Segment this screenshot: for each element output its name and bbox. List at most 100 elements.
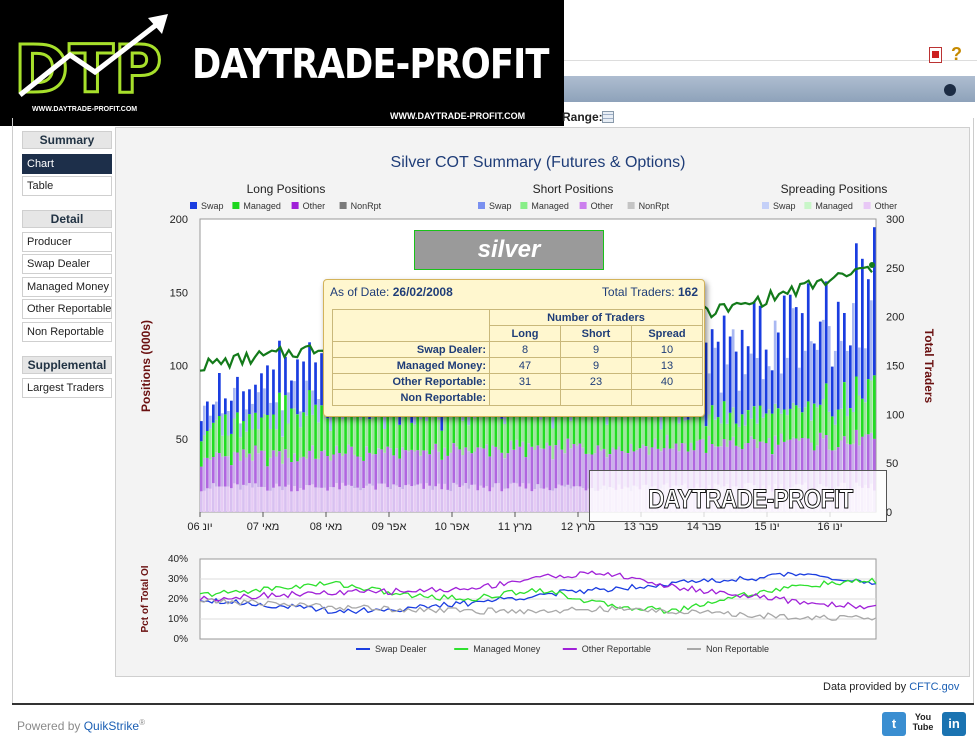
position-bar-segment	[449, 417, 453, 453]
sidebar-item-producer[interactable]: Producer	[22, 232, 112, 252]
position-bar-segment	[554, 488, 558, 512]
position-bar-segment	[849, 444, 852, 490]
position-bar-segment	[221, 486, 224, 512]
position-bar-segment	[803, 350, 807, 408]
position-bar-segment	[665, 434, 669, 484]
position-bar-segment	[290, 380, 293, 409]
position-bar-segment	[509, 440, 513, 484]
position-bar-segment	[341, 482, 344, 512]
position-bar-segment	[755, 423, 759, 448]
position-bar-segment	[287, 457, 290, 485]
position-bar-segment	[245, 485, 248, 512]
position-bar-segment	[299, 488, 302, 512]
sidebar-item-largest-traders[interactable]: Largest Traders	[22, 378, 112, 398]
position-bar-segment	[212, 483, 215, 512]
position-bar-segment	[494, 483, 498, 512]
position-bar-segment	[521, 441, 525, 484]
help-icon[interactable]: ?	[951, 44, 962, 64]
calendar-icon[interactable]	[602, 111, 614, 123]
position-bar-segment	[371, 417, 374, 455]
lower-legend-label: Non Reportable	[706, 644, 769, 654]
position-bar-segment	[635, 415, 639, 451]
position-bar-segment	[353, 416, 356, 455]
position-bar-segment	[867, 434, 870, 489]
position-bar-segment	[413, 485, 416, 512]
position-bar-segment	[557, 403, 561, 440]
position-bar-segment	[728, 440, 732, 489]
position-bar-segment	[740, 329, 744, 415]
quikstrike-link[interactable]: QuikStrike	[83, 719, 140, 733]
sidebar-item-non-reportable[interactable]: Non Reportable	[22, 322, 112, 342]
position-bar-segment	[497, 449, 501, 484]
position-bar-segment	[356, 407, 359, 457]
lower-legend-label: Managed Money	[473, 644, 541, 654]
position-bar-segment	[230, 465, 233, 489]
pdf-icon[interactable]	[929, 47, 942, 63]
position-bar-segment	[867, 279, 870, 380]
position-bar-segment	[728, 336, 732, 413]
position-bar-segment	[701, 438, 705, 488]
position-bar-segment	[263, 451, 266, 488]
position-bar-segment	[599, 450, 603, 490]
position-bar-segment	[485, 398, 489, 445]
watermark-text: DAYTRADE-PROFIT	[648, 484, 854, 515]
x-tick-label: 13 פבר	[624, 521, 659, 533]
position-bar-segment	[527, 408, 531, 444]
position-bar-segment	[482, 415, 486, 449]
position-bar-segment	[242, 391, 245, 422]
position-bar-segment	[620, 402, 624, 451]
position-bar-segment	[548, 445, 552, 491]
position-bar-segment	[203, 490, 206, 512]
collapse-button[interactable]	[944, 84, 956, 96]
position-bar-segment	[236, 452, 239, 485]
position-bar-segment	[458, 487, 462, 512]
position-bar-segment	[245, 409, 248, 432]
sidebar-item-table[interactable]: Table	[22, 176, 112, 196]
position-bar-segment	[650, 447, 654, 487]
linkedin-icon[interactable]: in	[942, 712, 966, 736]
position-bar-segment	[758, 405, 762, 442]
tooltip-cell: 40	[631, 373, 703, 390]
position-bar-segment	[725, 424, 729, 447]
position-bar-segment	[509, 483, 513, 512]
tooltip-cell	[631, 389, 703, 406]
position-bar-segment	[362, 405, 365, 461]
position-bar-segment	[230, 400, 233, 434]
position-bar-segment	[311, 414, 314, 446]
position-bar-segment	[416, 450, 419, 485]
position-bar-segment	[458, 449, 462, 487]
position-bar-segment	[245, 457, 248, 486]
position-bar-segment	[617, 446, 621, 485]
panel-title-bar	[564, 76, 975, 102]
position-bar-segment	[581, 447, 585, 489]
tooltip-row-label: Swap Dealer:	[332, 341, 490, 358]
position-bar-segment	[638, 398, 642, 449]
position-bar-segment	[467, 488, 471, 512]
position-bar-segment	[206, 431, 209, 458]
sidebar-item-chart[interactable]: Chart	[22, 154, 112, 174]
twitter-icon[interactable]: t	[882, 712, 906, 736]
youtube-icon[interactable]: You Tube	[911, 712, 935, 736]
position-bar-segment	[212, 404, 215, 423]
sidebar-item-swap-dealer[interactable]: Swap Dealer	[22, 254, 112, 274]
position-bar-segment	[785, 357, 789, 415]
legend-swatch	[579, 202, 587, 209]
position-bar-segment	[833, 424, 837, 451]
cftc-link[interactable]: CFTC.gov	[909, 681, 960, 693]
position-bar-segment	[251, 429, 254, 461]
position-bar-segment	[428, 454, 431, 486]
position-bar-segment	[482, 487, 486, 512]
position-bar-segment	[464, 405, 468, 448]
position-bar-segment	[491, 445, 495, 488]
sidebar-item-managed-money[interactable]: Managed Money	[22, 277, 112, 297]
position-bar-segment	[806, 283, 810, 402]
position-bar-segment	[212, 422, 215, 457]
position-bar-segment	[551, 428, 555, 460]
position-bar-segment	[731, 436, 735, 487]
position-bar-segment	[446, 455, 450, 490]
position-bar-segment	[470, 453, 474, 485]
position-bar-segment	[314, 487, 317, 512]
position-bar-segment	[341, 455, 344, 483]
position-bar-segment	[305, 458, 308, 486]
sidebar-item-other-reportable[interactable]: Other Reportable	[22, 299, 112, 319]
